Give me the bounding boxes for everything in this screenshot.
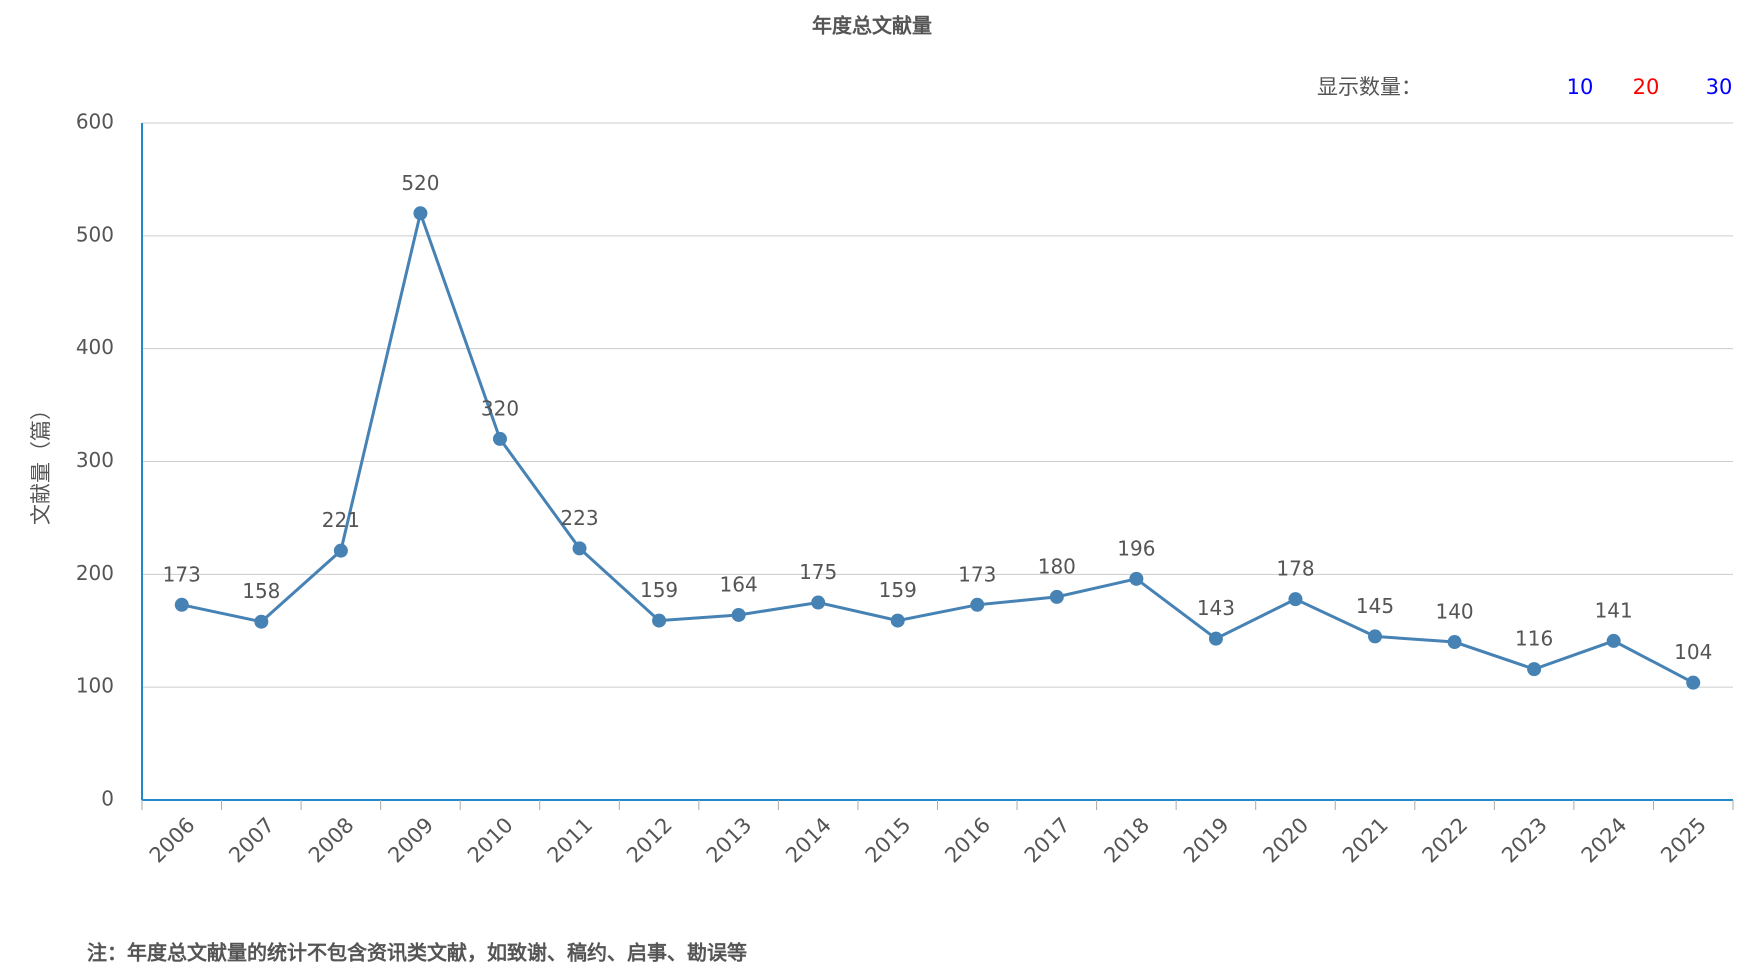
x-tick-label: 2007 xyxy=(224,813,279,868)
point xyxy=(1686,675,1701,690)
value-label: 196 xyxy=(1117,536,1155,560)
x-tick-label: 2011 xyxy=(543,813,598,868)
value-label: 143 xyxy=(1197,596,1235,620)
value-label: 158 xyxy=(242,579,280,603)
y-tick-label: 500 xyxy=(76,222,114,246)
point xyxy=(572,541,587,556)
x-tick-label: 2024 xyxy=(1577,813,1632,868)
value-label: 178 xyxy=(1276,557,1314,581)
value-label: 223 xyxy=(560,506,598,530)
point xyxy=(1527,662,1542,677)
y-tick-label: 400 xyxy=(76,335,114,359)
point xyxy=(1288,592,1303,607)
x-tick-label: 2006 xyxy=(145,813,200,868)
y-axis-title: 文献量（篇） xyxy=(29,399,53,525)
line xyxy=(181,207,1694,684)
point xyxy=(1606,633,1621,648)
value-label: 145 xyxy=(1356,594,1394,618)
chart-title: 年度总文献量 xyxy=(812,14,932,38)
x-tick-label: 2025 xyxy=(1656,813,1711,868)
value-label: 140 xyxy=(1435,600,1473,624)
value-label: 320 xyxy=(481,396,519,420)
point xyxy=(970,597,985,612)
x-tick-label: 2013 xyxy=(702,813,757,868)
value-label: 173 xyxy=(163,562,201,586)
note: 注：年度总文献量的统计不包含资讯类文献，如致谢、稿约、启事、勘误等 xyxy=(87,941,747,965)
x-tick-label: 2017 xyxy=(1020,813,1075,868)
point xyxy=(254,614,269,629)
value-label: 221 xyxy=(322,508,360,532)
point xyxy=(174,597,189,612)
point xyxy=(413,206,428,221)
point xyxy=(811,595,826,610)
value-label: 116 xyxy=(1515,627,1553,651)
display-count-option[interactable]: 30 xyxy=(1706,75,1733,99)
x-tick-label: 2018 xyxy=(1099,813,1154,868)
y-tick-label: 600 xyxy=(76,110,114,134)
y-tick-label: 200 xyxy=(76,561,114,585)
x-tick-label: 2020 xyxy=(1258,813,1313,868)
y-tick-label: 0 xyxy=(101,787,114,811)
value-label: 175 xyxy=(799,560,837,584)
x-tick-label: 2015 xyxy=(861,813,916,868)
value-label: 180 xyxy=(1038,554,1076,578)
display-count-option[interactable]: 20 xyxy=(1633,75,1660,99)
x-tick-label: 2009 xyxy=(383,813,438,868)
value-label: 159 xyxy=(640,578,678,602)
value-label: 173 xyxy=(958,562,996,586)
x-tick-label: 2008 xyxy=(304,813,359,868)
point xyxy=(652,613,667,628)
point xyxy=(1447,635,1462,650)
value-label: 164 xyxy=(720,572,758,596)
point xyxy=(1129,571,1144,586)
point xyxy=(1208,631,1223,646)
x-tick-label: 2010 xyxy=(463,813,518,868)
point xyxy=(890,613,905,628)
value-label: 159 xyxy=(879,578,917,602)
x-tick-label: 2016 xyxy=(940,813,995,868)
point xyxy=(1049,589,1064,604)
x-tick-label: 2023 xyxy=(1497,813,1552,868)
point xyxy=(1368,629,1383,644)
x-tick-label: 2012 xyxy=(622,813,677,868)
value-label: 520 xyxy=(401,171,439,195)
value-label: 141 xyxy=(1595,598,1633,622)
x-tick-label: 2021 xyxy=(1338,813,1393,868)
value-label: 104 xyxy=(1674,640,1712,664)
display-count-label: 显示数量： xyxy=(1317,75,1422,99)
y-tick-label: 100 xyxy=(76,674,114,698)
point xyxy=(731,607,746,622)
x-tick-label: 2014 xyxy=(781,813,836,868)
point xyxy=(333,543,348,558)
point xyxy=(492,431,507,446)
x-tick-label: 2019 xyxy=(1179,813,1234,868)
display-count-option[interactable]: 10 xyxy=(1567,75,1594,99)
y-tick-label: 300 xyxy=(76,448,114,472)
x-tick-label: 2022 xyxy=(1418,813,1473,868)
